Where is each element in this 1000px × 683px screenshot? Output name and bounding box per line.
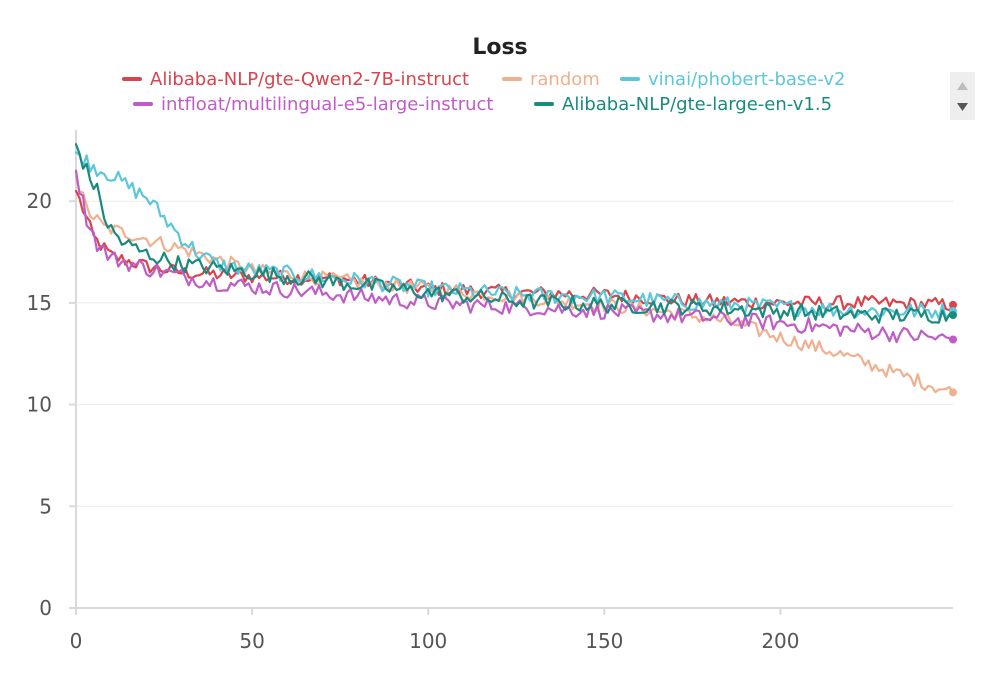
y-tick-label: 0: [39, 596, 52, 620]
x-tick-label: 50: [239, 629, 264, 653]
x-tick-label: 100: [409, 629, 447, 653]
scroll-down-icon[interactable]: [957, 103, 968, 111]
series-endpoint-3: [949, 335, 957, 344]
chart-title: Loss: [472, 35, 527, 60]
series-line-2: [74, 151, 955, 320]
series-endpoint-4: [949, 311, 957, 320]
y-tick-label: 15: [27, 291, 52, 315]
series-endpoint-1: [949, 388, 957, 397]
legend: Alibaba-NLP/gte-Qwen2-7B-instruct random v…: [122, 69, 845, 115]
legend-item[interactable]: intfloat/multilingual-e5-large-instruct: [133, 94, 493, 115]
series-line-1: [74, 175, 955, 394]
y-tick-label: 10: [27, 393, 52, 417]
series-line-4: [74, 143, 955, 324]
legend-label: vinai/phobert-base-v2: [648, 69, 845, 90]
legend-scroll-track: [950, 72, 975, 120]
legend-item[interactable]: Alibaba-NLP/gte-Qwen2-7B-instruct: [122, 69, 469, 90]
legend-item[interactable]: Alibaba-NLP/gte-large-en-v1.5: [534, 94, 832, 115]
y-tick-label: 20: [27, 189, 52, 213]
legend-scroll[interactable]: [950, 72, 975, 120]
grid: [76, 200, 953, 507]
legend-label: Alibaba-NLP/gte-large-en-v1.5: [562, 94, 832, 115]
legend-label: intfloat/multilingual-e5-large-instruct: [161, 94, 493, 115]
legend-item[interactable]: random: [502, 69, 600, 90]
legend-item[interactable]: vinai/phobert-base-v2: [620, 69, 845, 90]
legend-label: random: [530, 69, 600, 90]
x-tick-label: 0: [70, 629, 83, 653]
x-tick-label: 200: [761, 629, 799, 653]
x-tick-label: 150: [585, 629, 623, 653]
series-layer: [74, 143, 957, 397]
tick-labels: 0 50 100 150 200 0 5 10 15 20: [27, 189, 800, 653]
legend-label: Alibaba-NLP/gte-Qwen2-7B-instruct: [150, 69, 469, 90]
y-tick-label: 5: [39, 494, 52, 518]
scroll-up-icon[interactable]: [957, 82, 968, 90]
axes: [75, 130, 953, 609]
series-endpoint-0: [949, 300, 957, 309]
